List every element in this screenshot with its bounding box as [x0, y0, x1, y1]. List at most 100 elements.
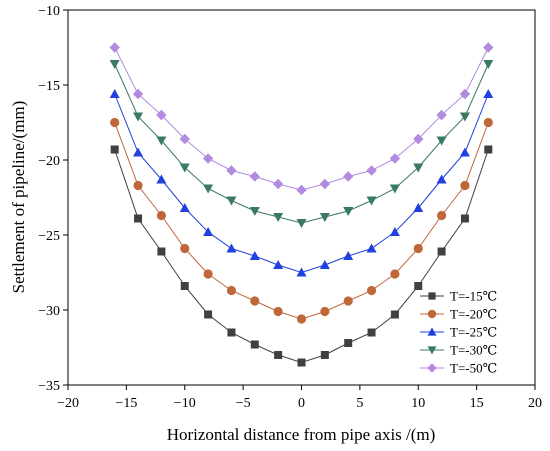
legend-marker: [427, 309, 437, 319]
series-layer: [109, 42, 494, 367]
data-point: [366, 243, 377, 253]
legend-marker: [427, 327, 437, 336]
data-point: [366, 196, 377, 206]
data-point: [250, 296, 260, 306]
data-point: [156, 174, 167, 184]
x-tick-label: −20: [57, 396, 79, 411]
data-point: [156, 109, 167, 121]
data-point: [367, 328, 376, 337]
data-point: [344, 339, 353, 347]
data-point: [132, 88, 144, 100]
x-tick-label: −15: [115, 396, 137, 411]
data-point: [180, 243, 190, 254]
data-point: [436, 109, 447, 121]
data-point: [459, 147, 470, 157]
data-point: [250, 340, 259, 349]
data-point: [202, 153, 214, 164]
legend-item: T=-30℃: [420, 343, 497, 358]
series-line: [114, 47, 489, 191]
data-point: [436, 136, 447, 146]
y-tick-label: −30: [38, 304, 60, 319]
data-point: [390, 269, 400, 279]
data-point: [249, 171, 260, 182]
data-point: [249, 251, 260, 260]
data-point: [110, 117, 120, 128]
x-tick-label: −5: [236, 396, 251, 411]
series-line: [114, 93, 489, 274]
data-point: [226, 196, 237, 206]
data-point: [296, 267, 307, 277]
data-point: [390, 310, 399, 319]
data-point: [413, 203, 424, 212]
data-point: [320, 351, 329, 359]
y-axis-title: Settlement of pipeline/(mm): [9, 101, 28, 294]
x-tick-label: 15: [470, 396, 484, 411]
series-3: [109, 89, 494, 277]
data-point: [483, 60, 494, 69]
x-tick-label: 5: [356, 396, 363, 411]
data-point: [459, 88, 471, 100]
data-point: [203, 269, 213, 279]
data-point: [109, 42, 120, 53]
data-point: [413, 163, 424, 173]
data-point: [296, 184, 307, 196]
x-tick-label: 0: [298, 396, 305, 411]
data-point: [484, 145, 493, 154]
legend-marker: [428, 292, 436, 300]
data-point: [204, 310, 213, 319]
data-point: [156, 136, 167, 146]
data-point: [179, 203, 190, 212]
legend-item: T=-25℃: [420, 325, 497, 340]
legend-item: T=-20℃: [420, 307, 497, 322]
series-1: [110, 145, 493, 367]
y-tick-label: −25: [38, 229, 60, 244]
data-point: [273, 306, 283, 317]
data-point: [297, 358, 306, 367]
data-point: [319, 178, 331, 190]
data-point: [460, 180, 470, 191]
legend-marker: [427, 363, 437, 373]
legend-label: T=-20℃: [450, 307, 497, 322]
data-point: [483, 42, 494, 53]
y-tick-label: −20: [38, 154, 60, 169]
data-point: [272, 178, 284, 190]
data-point: [227, 328, 236, 337]
data-point: [156, 210, 166, 221]
data-point: [389, 153, 401, 164]
data-point: [226, 285, 237, 296]
x-axis-title: Horizontal distance from pipe axis /(m): [167, 425, 436, 444]
data-point: [109, 89, 120, 98]
series-4: [109, 60, 494, 228]
data-point: [179, 163, 190, 173]
series-line: [114, 63, 489, 224]
data-point: [389, 184, 400, 194]
data-point: [110, 145, 119, 154]
legend-label: T=-30℃: [450, 343, 497, 358]
legend-label: T=-15℃: [450, 289, 497, 304]
data-point: [180, 282, 189, 290]
data-point: [296, 314, 307, 324]
data-point: [343, 207, 354, 216]
data-point: [343, 296, 353, 306]
data-point: [203, 227, 214, 236]
legend: T=-15℃ T=-20℃ T=-25℃ T=-30℃ T=-50℃: [420, 289, 497, 376]
data-point: [296, 219, 307, 228]
legend-label: T=-50℃: [450, 361, 497, 376]
data-point: [437, 210, 447, 221]
data-point: [109, 60, 120, 69]
data-point: [437, 247, 446, 256]
legend-label: T=-25℃: [450, 325, 497, 340]
series-2: [110, 117, 493, 324]
data-point: [226, 165, 237, 176]
data-point: [134, 214, 143, 223]
legend-item: T=-50℃: [420, 361, 497, 376]
data-point: [413, 133, 424, 145]
data-point: [366, 165, 377, 176]
data-point: [366, 285, 377, 296]
data-point: [249, 207, 260, 216]
data-point: [157, 247, 166, 256]
data-point: [273, 213, 284, 222]
data-point: [436, 174, 447, 184]
data-point: [133, 112, 144, 122]
